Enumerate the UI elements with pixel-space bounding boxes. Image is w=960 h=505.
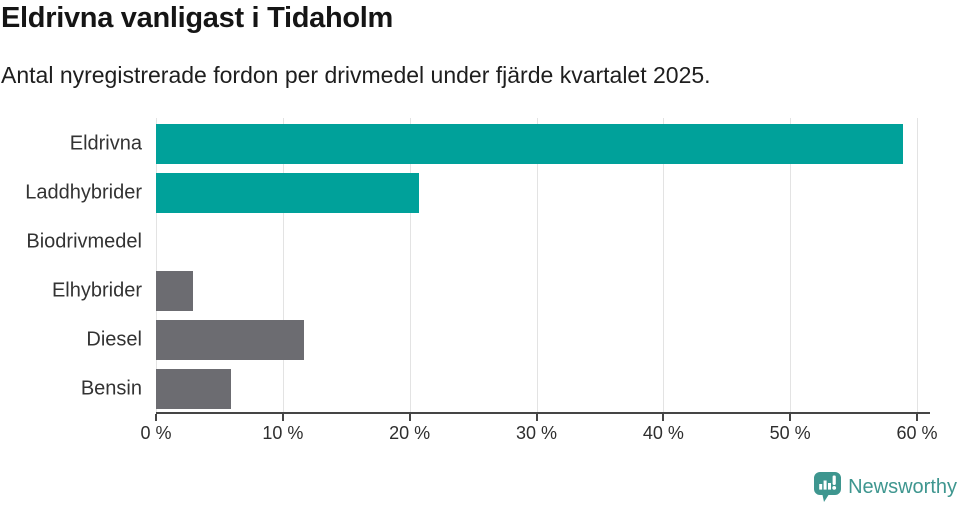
bar: [156, 320, 305, 361]
x-axis-tick-label: 0 %: [140, 423, 172, 443]
gridline: [409, 118, 411, 413]
bar-chart-plot-area: 0 % 10 % 20 % 30 % 40 % 50 % 60 %: [140, 118, 938, 443]
gridline: [536, 118, 538, 413]
x-axis-tick: [281, 414, 284, 421]
x-axis-tick-label: 20 %: [389, 423, 431, 443]
newsworthy-logo: Newsworthy: [813, 471, 957, 503]
bar: [156, 123, 904, 164]
bar: [156, 271, 193, 312]
x-axis-line: [156, 412, 930, 414]
chart-subtitle: Antal nyregistrerade fordon per drivmede…: [1, 62, 711, 88]
x-axis-tick: [535, 414, 538, 421]
x-axis-tick: [155, 414, 157, 421]
newsworthy-icon: [814, 472, 842, 502]
x-axis-tick: [916, 414, 918, 421]
category-label: Biodrivmedel: [26, 230, 142, 253]
x-axis-tick: [789, 414, 792, 421]
gridline: [156, 118, 157, 413]
gridline: [790, 118, 792, 413]
category-label: Eldrivna: [69, 132, 142, 155]
chart-title: Eldrivna vanligast i Tidaholm: [1, 2, 394, 34]
x-axis-tick-label: 50 %: [769, 423, 811, 443]
category-label: Bensin: [80, 377, 142, 400]
category-axis: Eldrivna Laddhybrider Biodrivmedel Elhybrid…: [0, 118, 142, 413]
gridline: [917, 118, 918, 413]
bar: [156, 172, 419, 213]
category-label: Laddhybrider: [25, 181, 142, 204]
gridline: [282, 118, 284, 413]
x-axis-tick-label: 40 %: [642, 423, 684, 443]
x-axis-tick-label: 60 %: [896, 423, 938, 443]
gridline: [663, 118, 665, 413]
x-axis-tick-label: 30 %: [515, 423, 558, 443]
category-label: Diesel: [86, 328, 142, 351]
category-label: Elhybrider: [51, 279, 142, 302]
x-axis-tick: [662, 414, 665, 421]
x-axis-tick: [408, 414, 411, 421]
x-axis-tick-label: 10 %: [262, 423, 304, 443]
newsworthy-wordmark: Newsworthy: [848, 475, 957, 498]
bar: [156, 369, 231, 410]
